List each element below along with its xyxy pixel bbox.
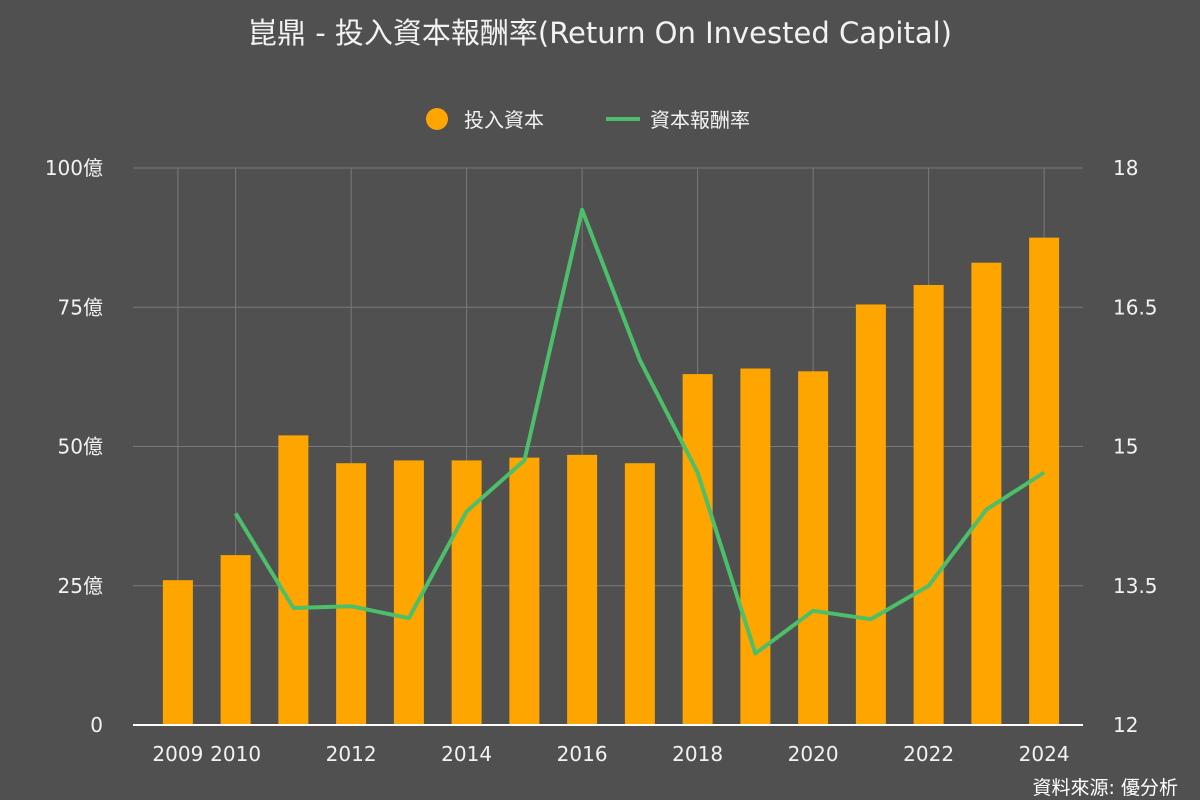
bar-invested-capital-2019: [740, 368, 771, 725]
bar-invested-capital-2018: [682, 374, 713, 725]
y-right-tick-label: 16.5: [1113, 295, 1158, 319]
bar-invested-capital-2017: [624, 463, 655, 725]
line-roic: [233, 207, 1046, 656]
x-tick-label-2014: 2014: [441, 742, 492, 766]
y-left-tick-label: 25億: [58, 574, 103, 598]
bar-invested-capital-2023: [971, 262, 1002, 725]
y-right-tick-label: 12: [1113, 713, 1138, 737]
x-tick-label-2020: 2020: [788, 742, 839, 766]
y-right-tick-label: 18: [1113, 156, 1138, 180]
x-tick-label-2012: 2012: [326, 742, 377, 766]
y-left-tick-label: 100億: [45, 156, 103, 180]
y-left-tick-label: 75億: [58, 295, 103, 319]
bar-invested-capital-2024: [1029, 237, 1060, 725]
bar-invested-capital-2021: [855, 304, 886, 725]
x-tick-label-2016: 2016: [557, 742, 608, 766]
y-left-tick-label: 0: [90, 713, 103, 737]
source-credit: 資料來源: 優分析: [1033, 777, 1178, 799]
y-right-tick-label: 15: [1113, 435, 1138, 459]
x-tick-label-2024: 2024: [1019, 742, 1070, 766]
bar-invested-capital-2016: [567, 454, 598, 725]
bar-invested-capital-2013: [393, 460, 424, 725]
legend: 投入資本 資本報酬率: [426, 108, 750, 132]
bar-invested-capital-2015: [509, 457, 540, 725]
bar-invested-capital-2009: [162, 580, 193, 725]
bar-invested-capital-2022: [913, 284, 944, 725]
x-tick-label-2009: 2009: [152, 742, 203, 766]
x-tick-label-2010: 2010: [210, 742, 261, 766]
bar-invested-capital-2011: [278, 435, 309, 725]
line-series-roic: [233, 207, 1046, 656]
y-left-tick-label: 50億: [58, 435, 103, 459]
x-tick-label-2018: 2018: [672, 742, 723, 766]
chart-title: 崑鼎 - 投入資本報酬率(Return On Invested Capital): [248, 16, 952, 50]
bar-series-invested-capital: [162, 237, 1060, 725]
axes: 0 25億 50億 75億 100億 12 13.5 15 16.5 18 2009 2010 2012…: [45, 156, 1158, 766]
bar-invested-capital-2012: [336, 463, 367, 725]
legend-swatch-invested-capital: [426, 108, 448, 130]
legend-label-roic: 資本報酬率: [650, 108, 750, 132]
legend-label-invested-capital: 投入資本: [464, 108, 544, 132]
x-tick-label-2022: 2022: [903, 742, 954, 766]
bar-invested-capital-2010: [220, 555, 251, 725]
bar-invested-capital-2020: [798, 371, 829, 725]
y-right-tick-label: 13.5: [1113, 574, 1158, 598]
